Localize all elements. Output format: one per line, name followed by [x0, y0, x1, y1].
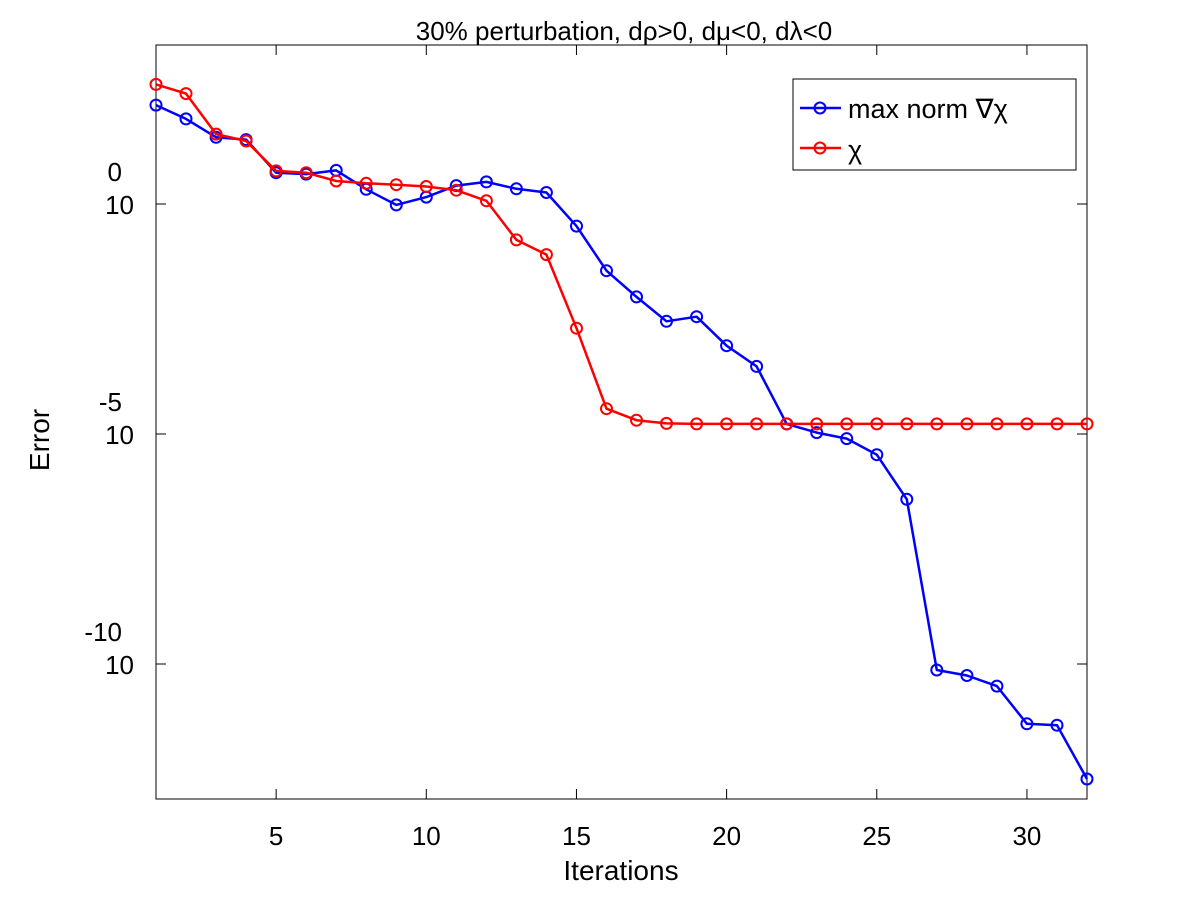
x-tick-label: 15 — [562, 821, 591, 851]
data-point — [570, 321, 583, 335]
y-tick-label-exponent: -5 — [99, 387, 122, 417]
data-point — [179, 112, 193, 126]
x-tick-label: 25 — [862, 821, 891, 851]
legend-marker-gradient — [813, 101, 827, 115]
y-tick-label-base: 10 — [105, 420, 134, 450]
data-point — [630, 290, 643, 304]
data-point — [539, 186, 553, 199]
data-point — [960, 417, 974, 431]
data-point — [389, 178, 403, 192]
data-point — [630, 413, 643, 427]
data-point — [600, 264, 613, 278]
data-point — [509, 182, 523, 196]
x-axis-label: Iterations — [563, 855, 678, 886]
legend: max norm ∇χ χ — [792, 78, 1077, 171]
data-point — [660, 416, 673, 430]
data-point — [750, 417, 764, 431]
data-point — [149, 98, 163, 112]
legend-label-chi: χ — [848, 135, 862, 165]
data-point — [479, 175, 493, 189]
y-tick-label-exponent: -10 — [84, 617, 122, 647]
data-point — [479, 194, 493, 208]
data-point — [359, 176, 373, 190]
data-point — [840, 432, 854, 446]
data-point — [509, 233, 523, 247]
data-point — [690, 310, 704, 324]
legend-label-gradient: max norm ∇χ — [848, 94, 1008, 124]
data-point — [179, 87, 193, 101]
data-point — [690, 417, 704, 431]
legend-marker-chi — [813, 141, 827, 155]
data-point — [1020, 417, 1034, 431]
data-point — [389, 198, 403, 212]
data-point — [900, 417, 914, 431]
data-point — [990, 417, 1004, 431]
data-point — [990, 679, 1004, 693]
data-point — [1080, 417, 1094, 431]
data-point — [810, 417, 824, 431]
y-tick-label-base: 10 — [105, 650, 134, 680]
data-point — [570, 219, 583, 233]
data-point — [209, 127, 223, 141]
data-point — [780, 417, 794, 431]
chart-title: 30% perturbation, dρ>0, dμ<0, dλ<0 — [416, 16, 832, 46]
data-point — [930, 417, 944, 431]
data-point — [269, 164, 283, 178]
data-point — [419, 180, 433, 193]
data-point — [840, 417, 854, 431]
data-point — [900, 492, 914, 506]
data-point — [810, 426, 824, 440]
series-layer — [149, 77, 1094, 786]
x-tick-label: 30 — [1012, 821, 1041, 851]
data-point — [1050, 417, 1064, 431]
data-point — [239, 134, 253, 148]
x-tick-label: 20 — [712, 821, 741, 851]
data-point — [329, 174, 343, 188]
data-point — [930, 663, 944, 677]
data-point — [149, 77, 163, 91]
x-tick-label: 5 — [269, 821, 283, 851]
data-point — [539, 248, 553, 262]
y-tick-label-base: 10 — [105, 190, 134, 220]
series-chi — [149, 77, 1094, 431]
data-point — [720, 417, 734, 431]
data-point — [299, 166, 313, 180]
data-point — [870, 448, 884, 462]
data-point — [1050, 718, 1064, 732]
data-point — [449, 183, 463, 197]
data-point — [870, 417, 884, 431]
data-point — [1020, 717, 1034, 731]
legend-box — [792, 78, 1077, 171]
data-point — [960, 669, 974, 682]
data-point — [600, 402, 613, 416]
x-tick-label: 10 — [412, 821, 441, 851]
y-axis-label: Error — [24, 409, 55, 471]
data-point — [720, 339, 734, 353]
y-tick-label-exponent: 0 — [108, 157, 122, 187]
data-point — [750, 359, 764, 373]
data-point — [1080, 772, 1094, 786]
data-point — [660, 314, 673, 328]
